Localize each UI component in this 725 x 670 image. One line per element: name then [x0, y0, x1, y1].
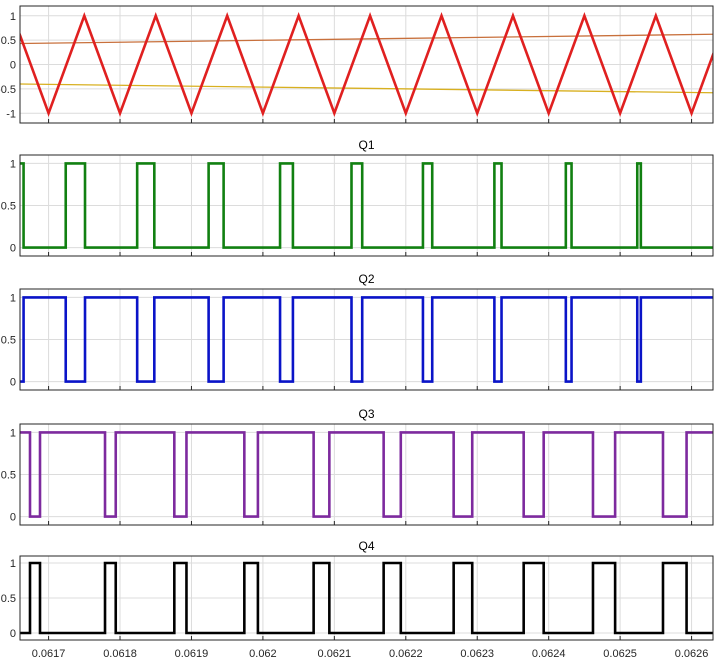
gate-signal-q4 — [20, 561, 713, 635]
x-tick-label: 0.0626 — [675, 648, 709, 660]
axes-box — [19, 555, 714, 641]
y-tick-label: -0.5 — [0, 84, 16, 96]
axes-box — [19, 154, 714, 257]
panel-title: Q3 — [358, 407, 374, 421]
x-tick-label: 0.0622 — [389, 648, 423, 660]
x-tick-label: 0.0624 — [532, 648, 566, 660]
chart-panel-2: 1 0.5 0 Q1 — [1, 138, 714, 257]
y-tick-label: 0 — [10, 60, 16, 72]
y-tick-label: 0 — [10, 512, 16, 524]
panel-title: Q2 — [358, 272, 374, 286]
plot-lines — [20, 11, 713, 118]
axes-box — [19, 5, 714, 124]
axes-box — [19, 288, 714, 391]
reference-line-1 — [20, 33, 713, 45]
y-tick-label: 0.5 — [1, 335, 16, 347]
gate-signal-q1 — [20, 162, 713, 249]
y-tick-label: 0 — [10, 243, 16, 255]
y-tick-label: 0.5 — [1, 35, 16, 47]
chart-panel-5: 0.0617 0.0618 0.0619 0.062 0.0621 0.0622 0.062… — [1, 539, 714, 660]
plot-lines — [20, 431, 713, 518]
axes-box — [19, 423, 714, 526]
y-tick-label: 0.5 — [1, 201, 16, 213]
y-tick-label: -1 — [6, 108, 16, 120]
gate-signal-q2 — [20, 296, 713, 383]
y-tick-label: 1 — [10, 158, 16, 170]
x-tick-label: 0.0625 — [603, 648, 637, 660]
y-tick-label: 0 — [10, 377, 16, 389]
carrier-wave — [20, 11, 713, 118]
y-tick-label: 1 — [10, 11, 16, 23]
y-tick-label: 1 — [10, 292, 16, 304]
plot-lines — [20, 296, 713, 383]
y-tick-label: 0.5 — [1, 593, 16, 605]
x-tick-label: 0.0621 — [318, 648, 352, 660]
chart-panel-1: 1 0.5 0 -0.5 -1 — [0, 5, 714, 124]
x-tick-label: 0.0617 — [32, 648, 66, 660]
panel-title: Q4 — [358, 539, 374, 553]
reference-line-2 — [20, 83, 713, 94]
plot-lines — [20, 162, 713, 249]
plot-lines — [20, 561, 713, 635]
y-tick-label: 1 — [10, 558, 16, 570]
x-tick-label: 0.0619 — [175, 648, 209, 660]
x-tick-label: 0.0623 — [460, 648, 494, 660]
x-tick-label: 0.0618 — [103, 648, 137, 660]
x-tick-label: 0.062 — [249, 648, 277, 660]
chart-panel-3: 1 0.5 0 Q2 — [1, 272, 714, 391]
y-tick-label: 0 — [10, 628, 16, 640]
chart-panel-4: 1 0.5 0 Q3 — [1, 407, 714, 526]
y-tick-label: 1 — [10, 427, 16, 439]
gate-signal-q3 — [20, 431, 713, 518]
panel-title: Q1 — [358, 138, 374, 152]
y-tick-label: 0.5 — [1, 470, 16, 482]
